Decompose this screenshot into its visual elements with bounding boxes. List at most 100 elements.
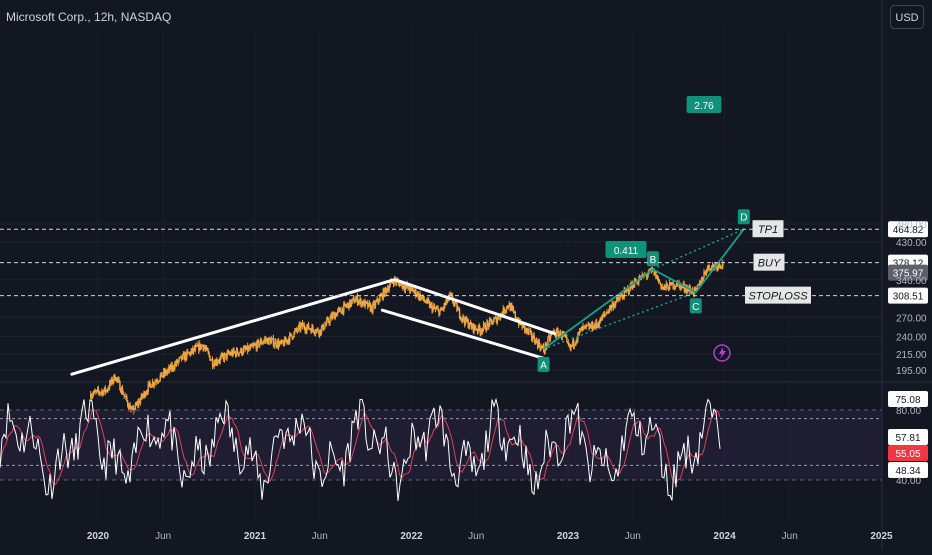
candle-body: [566, 337, 568, 340]
candle-body: [536, 339, 538, 342]
rsi-ma-value-tag-text: 55.05: [895, 449, 920, 460]
candle-body: [108, 388, 110, 390]
candle-body: [649, 269, 651, 271]
candle-body: [401, 282, 403, 289]
trendline: [394, 278, 557, 336]
candle-body: [703, 272, 705, 278]
candle-body: [503, 307, 505, 313]
candle-body: [346, 304, 348, 307]
candle-body: [287, 339, 289, 343]
candle-body: [628, 290, 631, 293]
candle-body: [121, 388, 124, 395]
candle-body: [350, 301, 353, 306]
candle-body: [629, 283, 631, 291]
candle-body: [253, 345, 255, 347]
candle-body: [367, 302, 369, 308]
candle-body: [105, 390, 107, 392]
candle-body: [480, 330, 482, 334]
candle-body: [705, 271, 708, 274]
candle-body: [122, 394, 125, 396]
candle-body: [697, 285, 699, 287]
candle-body: [704, 272, 706, 274]
candle-body: [458, 308, 461, 318]
candle-body: [693, 293, 695, 295]
candle-body: [464, 317, 467, 324]
candle-body: [435, 308, 438, 310]
candle-body: [618, 299, 620, 301]
candle-body: [163, 370, 165, 376]
candle-body: [355, 298, 357, 302]
candle-body: [636, 281, 638, 284]
candle-body: [223, 353, 226, 360]
candle-body: [673, 287, 675, 289]
candle-body: [493, 319, 495, 323]
candle-body: [294, 330, 296, 332]
rsi-level-tag: [888, 391, 928, 407]
candle-body: [166, 371, 168, 374]
pattern-leg: [652, 268, 697, 294]
candle-body: [266, 338, 269, 345]
candle-body: [360, 298, 362, 306]
trendline: [380, 308, 550, 362]
candle-body: [211, 359, 213, 361]
candle-body: [398, 282, 401, 287]
candle-body: [343, 303, 346, 305]
candle-body: [494, 317, 496, 320]
candle-body: [522, 324, 524, 329]
candle-body: [428, 300, 430, 302]
level-tag-label: BUY: [758, 258, 781, 270]
candle-body: [466, 320, 469, 322]
candle-body: [263, 340, 265, 343]
candle-body: [247, 345, 249, 352]
candle-body: [223, 355, 225, 360]
candle-body: [608, 305, 611, 311]
candle-body: [492, 322, 494, 325]
candle-body: [180, 355, 182, 357]
candle-body: [328, 321, 330, 323]
candle-body: [474, 325, 476, 329]
candle-body: [327, 318, 330, 322]
candle-body: [205, 347, 208, 350]
candle-body: [400, 282, 402, 284]
candle-body: [129, 405, 131, 412]
candle-body: [365, 301, 367, 303]
candle-body: [331, 314, 334, 319]
candle-body: [481, 330, 483, 332]
candle-body: [194, 346, 197, 350]
trendline: [70, 278, 395, 376]
candle-body: [472, 323, 475, 332]
candle-body: [90, 394, 92, 399]
candle-body: [430, 304, 433, 306]
candle-body: [222, 354, 224, 356]
candle-body: [599, 317, 601, 324]
currency-button[interactable]: USD: [890, 5, 924, 29]
candle-body: [308, 328, 311, 330]
candle-body: [717, 266, 719, 269]
candle-body: [462, 316, 464, 320]
candle-body: [542, 346, 544, 348]
candle-body: [271, 338, 274, 340]
candle-body: [359, 298, 361, 301]
candle-body: [666, 283, 668, 286]
candle-body: [495, 317, 498, 323]
candle-body: [616, 297, 619, 299]
candle-body: [665, 283, 668, 288]
candle-body: [429, 304, 432, 308]
candle-body: [447, 298, 450, 302]
candle-body: [301, 322, 304, 327]
pattern-point-label: B: [650, 255, 657, 266]
candle-body: [376, 298, 378, 302]
candle-body: [530, 330, 532, 332]
candle-body: [530, 331, 533, 338]
candle-body: [446, 298, 448, 303]
time-axis-tick: 2022: [400, 531, 423, 542]
candle-body: [583, 326, 585, 328]
candle-body: [250, 344, 252, 347]
candle-body: [242, 348, 245, 354]
candle-body: [330, 315, 332, 318]
candle-body: [173, 368, 175, 370]
candle-body: [590, 325, 592, 328]
candle-body: [521, 323, 523, 329]
